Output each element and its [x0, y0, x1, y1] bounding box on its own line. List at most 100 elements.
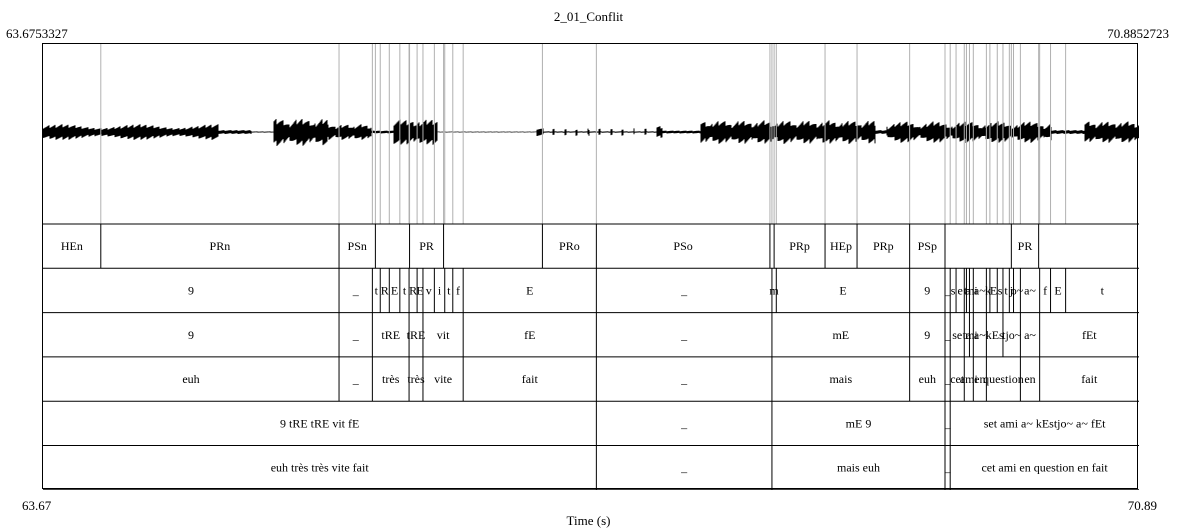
interval-label[interactable]: PRo [559, 239, 580, 253]
interval-label[interactable]: m [769, 284, 779, 298]
interval-label[interactable]: 9 [924, 328, 930, 342]
interval-label[interactable]: cet [950, 372, 965, 386]
interval-label[interactable]: fEt [1082, 328, 1097, 342]
interval-label[interactable]: très [407, 372, 425, 386]
interval-label[interactable]: _ [680, 416, 688, 430]
interval-label[interactable]: E [526, 284, 533, 298]
file-title: 2_01_Conflit [553, 9, 624, 24]
interval-label[interactable]: kEs [986, 328, 1004, 342]
interval-label[interactable]: _ [352, 328, 360, 342]
interval-label[interactable]: HEp [830, 239, 852, 253]
interval-label[interactable]: _ [944, 416, 952, 430]
tier-1: HEn PRn PSn PR PRo PSo PRp HEp PRp PSp PR [38, 223, 1139, 269]
interval-label[interactable]: _ [352, 372, 360, 386]
interval-label[interactable]: fait [522, 372, 539, 386]
interval-label[interactable]: t [964, 284, 968, 298]
interval-label[interactable]: PSn [348, 239, 367, 253]
interval-label[interactable]: en [974, 372, 985, 386]
interval-label[interactable]: 9 tRE tRE vit fE [280, 416, 359, 430]
interval-label[interactable]: _ [352, 284, 360, 298]
interval-label[interactable]: 9 [188, 328, 194, 342]
interval-label[interactable]: mi [965, 284, 978, 298]
interval-label[interactable]: a [965, 284, 971, 298]
x-axis-label: Time (s) [566, 513, 611, 528]
interval-label[interactable]: E [839, 284, 846, 298]
interval-label[interactable]: t [403, 284, 407, 298]
interval-label[interactable]: a~ [974, 328, 986, 342]
interval-label[interactable]: PRp [873, 239, 894, 253]
interval-label[interactable]: mE [832, 328, 849, 342]
interval-label[interactable]: _ [944, 284, 952, 298]
interval-label[interactable]: euh très très vite fait [271, 461, 370, 475]
interval-label[interactable]: PSo [673, 239, 692, 253]
interval-label[interactable]: se [952, 328, 962, 342]
start-time-label: 63.6753327 [6, 26, 68, 41]
interval-label[interactable]: _ [944, 372, 952, 386]
interval-label[interactable]: k [985, 284, 991, 298]
interval-label[interactable]: _ [680, 284, 688, 298]
interval-label[interactable]: t [1101, 284, 1105, 298]
interval-label[interactable]: PR [419, 239, 434, 253]
interval-label[interactable]: HEn [61, 239, 83, 253]
interval-label[interactable]: ta [963, 328, 972, 342]
interval-label[interactable]: set ami a~ kEstjo~ a~ fEt [984, 416, 1106, 430]
interval-label[interactable]: PRp [789, 239, 810, 253]
interval-label[interactable]: E [416, 284, 423, 298]
interval-label[interactable]: a~ [1024, 284, 1036, 298]
interval-label[interactable]: mE 9 [846, 416, 872, 430]
tier-6: euh très très vite fait _ mais euh _ cet ami… [38, 445, 1139, 490]
interval-label[interactable]: E [1054, 284, 1061, 298]
interval-label[interactable]: _ [944, 461, 952, 475]
interval-label[interactable]: s [951, 284, 956, 298]
interval-label[interactable]: e [958, 284, 963, 298]
interval-label[interactable]: 9 [924, 284, 930, 298]
interval-label[interactable]: PRn [210, 239, 231, 253]
interval-label[interactable]: E [391, 284, 398, 298]
interval-label[interactable]: fait [1081, 372, 1098, 386]
interval-label[interactable]: vit [437, 328, 450, 342]
interval-label[interactable]: tRE [381, 328, 400, 342]
interval-label[interactable]: f [456, 284, 460, 298]
interval-label[interactable]: s [998, 284, 1003, 298]
interval-label[interactable]: très [382, 372, 400, 386]
interval-label[interactable]: R [381, 284, 389, 298]
interval-label[interactable]: a~ [1024, 328, 1036, 342]
tier-4: euh _ très très vite fait _ mais euh _ cetamienque… [38, 356, 1139, 402]
interval-label[interactable]: tjo~ [1002, 328, 1022, 342]
axis-end-label: 70.89 [1127, 498, 1157, 513]
interval-label[interactable]: _ [680, 461, 688, 475]
interval-label[interactable]: 9 [188, 284, 194, 298]
interval-label[interactable]: cet ami en question en fait [981, 461, 1108, 475]
interval-label[interactable]: vite [434, 372, 452, 386]
interval-label[interactable]: t [375, 284, 379, 298]
interval-label[interactable]: t [1004, 284, 1008, 298]
interval-label[interactable]: f [1043, 284, 1047, 298]
interval-label[interactable]: _ [680, 372, 688, 386]
interval-label[interactable]: tRE [407, 328, 426, 342]
interval-label[interactable]: PR [1018, 239, 1033, 253]
interval-label[interactable]: en [1024, 372, 1035, 386]
interval-label[interactable]: fE [524, 328, 535, 342]
interval-label[interactable]: a~ [974, 284, 986, 298]
interval-label[interactable]: o~ [1011, 284, 1024, 298]
interval-label[interactable]: R [409, 284, 417, 298]
interval-label[interactable]: v [426, 284, 432, 298]
interval-label[interactable]: _ [680, 328, 688, 342]
interval-label[interactable]: E [990, 284, 997, 298]
interval-label[interactable]: euh [182, 372, 199, 386]
interval-label[interactable]: mais euh [837, 461, 880, 475]
interval-label[interactable]: _ [944, 328, 952, 342]
interval-label[interactable]: j [1009, 284, 1013, 298]
interval-label[interactable]: PSp [918, 239, 937, 253]
interval-label[interactable]: mais [829, 372, 852, 386]
interval-label[interactable]: i [438, 284, 442, 298]
interval-label[interactable]: t [447, 284, 451, 298]
interval-label[interactable]: mi [965, 328, 978, 342]
tier-5: 9 tRE tRE vit fE _ mE 9 _ set ami a~ kEstjo~… [38, 400, 1139, 446]
interval-label[interactable]: euh [919, 372, 936, 386]
interval-label[interactable]: question [983, 372, 1024, 386]
